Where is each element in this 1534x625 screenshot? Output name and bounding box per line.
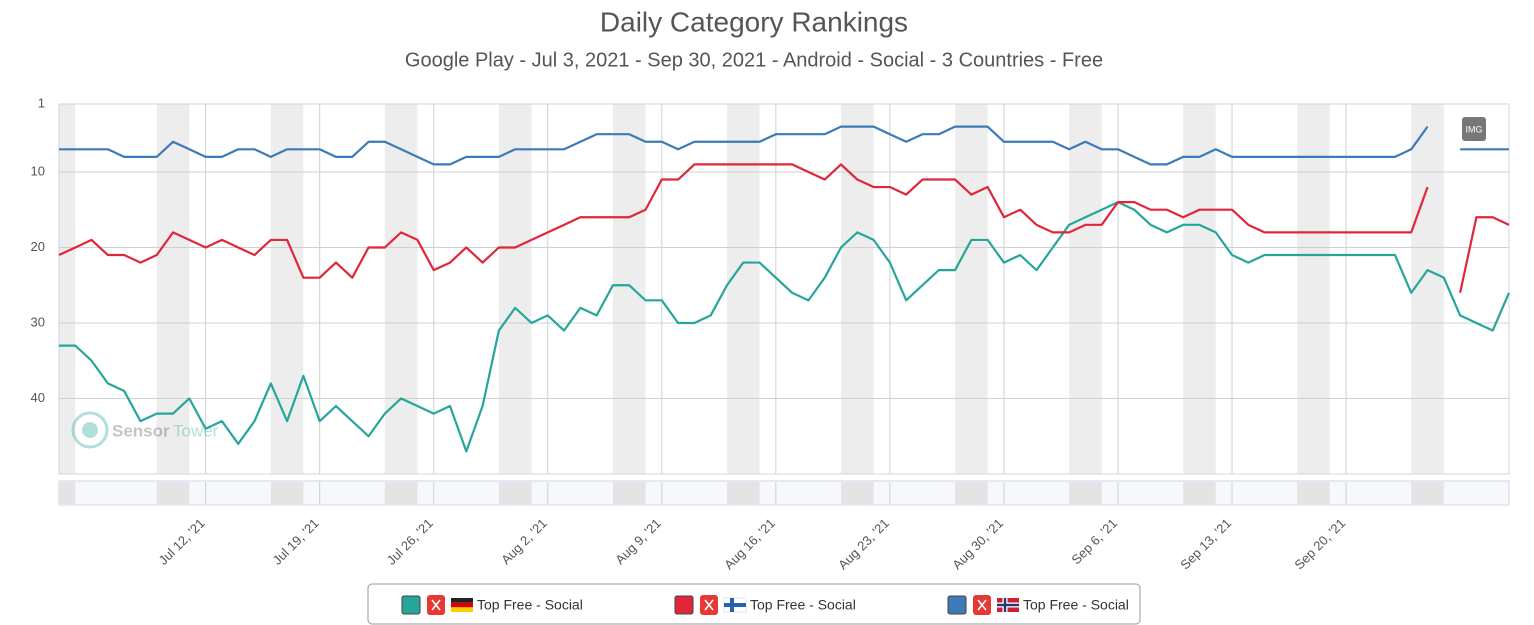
chart-title: Daily Category Rankings [600,6,908,37]
chart-subtitle: Google Play - Jul 3, 2021 - Sep 30, 2021… [405,49,1103,71]
y-tick-label: 30 [31,314,45,329]
legend-label[interactable]: Top Free - Social [477,597,583,613]
x-tick-label: Sep 20, '21 [1291,516,1348,573]
legend-label[interactable]: Top Free - Social [1023,597,1129,613]
x-tick-label: Aug 2, '21 [498,516,550,568]
watermark-logo-dot [82,422,98,438]
watermark-logo [71,411,109,449]
legend [367,583,1141,625]
legend-remove-icon[interactable] [431,599,441,611]
flag-stripe [451,602,473,608]
navigator-band [59,482,76,504]
navigator-band [1069,482,1102,504]
weekend-band [270,104,304,474]
legend-item[interactable]: Top Free - Social [947,595,1129,615]
flag-cross [997,603,1019,607]
navigator [58,480,1510,506]
flag-cross [730,598,734,612]
x-tick-label: Aug 16, '21 [721,516,778,573]
navigator-band [841,482,874,504]
flag-stripe [451,598,473,603]
export-button[interactable]: IMG [1462,117,1486,141]
navigator-band [498,482,532,504]
navigator-band [955,482,988,504]
legend-item[interactable]: Top Free - Social [674,595,856,615]
x-tick-label: Jul 19, '21 [270,516,322,568]
flag-cross [724,603,746,607]
weekend-band [841,104,874,474]
legend-item[interactable]: Top Free - Social [401,595,583,615]
navigator-band [1297,482,1330,504]
y-tick-label: 1 [38,95,45,110]
x-tick-label: Jul 12, '21 [156,516,208,568]
grid: 1 10 20 30 40 [31,95,1509,474]
weekend-band [384,104,418,474]
x-tick-label: Sep 13, '21 [1177,516,1234,573]
series-line [59,201,1511,453]
y-tick-label: 20 [31,239,45,254]
series-line [59,125,1509,166]
weekend-band [726,104,760,474]
navigator-band [1411,482,1444,504]
navigator-band [156,482,190,504]
x-tick-label: Jul 26, '21 [384,516,436,568]
legend-swatch[interactable] [401,595,421,615]
flag-stripe [451,607,473,612]
watermark-text: Sensor [112,421,170,440]
weekend-band [955,104,988,474]
export-button-label[interactable]: IMG [1466,124,1483,134]
weekend-band [498,104,532,474]
navigator-band [384,482,418,504]
x-tick-label: Aug 23, '21 [835,516,892,573]
plot-border [58,103,1510,475]
navigator-band [612,482,646,504]
weekend-band [1411,104,1444,474]
legend-items: Top Free - Social Top Free - Social Top Fr… [401,595,1129,615]
weekend-band [612,104,646,474]
weekend-band [1297,104,1330,474]
y-tick-label: 10 [31,163,45,178]
series-line [58,163,1510,294]
x-tick-label: Aug 9, '21 [612,516,664,568]
weekend-band [1183,104,1216,474]
watermark-text: Tower [173,421,219,440]
weekend-band [1069,104,1102,474]
x-tick-label: Sep 6, '21 [1068,516,1120,568]
navigator-band [1183,482,1216,504]
legend-remove-icon[interactable] [704,599,714,611]
series-lines [58,125,1511,453]
legend-swatch[interactable] [947,595,967,615]
x-tick-label: Aug 30, '21 [949,516,1006,573]
weekend-band [156,104,190,474]
legend-swatch[interactable] [674,595,694,615]
legend-label[interactable]: Top Free - Social [750,597,856,613]
flag-cross [1003,598,1007,612]
navigator-band [726,482,760,504]
y-tick-label: 40 [31,390,45,405]
watermark: Sensor Tower [71,411,219,449]
export-button-bg[interactable] [1462,117,1486,141]
weekend-band [59,104,76,474]
weekend-bands [59,104,1444,474]
navigator-band [270,482,304,504]
x-axis: Jul 12, '21 Jul 19, '21 Jul 26, '21 Aug 2, … [156,516,1349,573]
legend-remove-icon[interactable] [977,599,987,611]
